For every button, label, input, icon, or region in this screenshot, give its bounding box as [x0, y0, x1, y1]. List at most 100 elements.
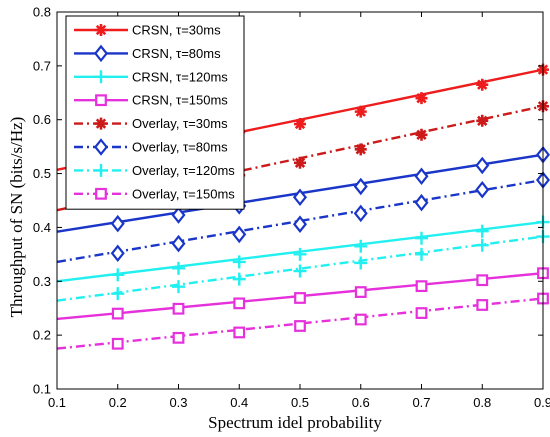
x-tick-label: 0.4: [230, 395, 248, 410]
data-point-marker: [232, 225, 247, 244]
series-4: [56, 267, 549, 321]
data-point-marker: [172, 331, 185, 344]
series-line: [56, 178, 544, 264]
x-tick-label: 0.5: [291, 395, 309, 410]
series-3: [56, 215, 550, 283]
data-point-marker: [172, 302, 185, 315]
y-tick-label: 0.1: [33, 382, 51, 397]
data-point-marker: [415, 307, 428, 319]
legend-entry-3: CRSN, τ=120ms: [74, 69, 228, 84]
legend-label: Overlay, τ=120ms: [132, 163, 235, 178]
data-point-marker: [475, 238, 489, 252]
legend-entry-5: Overlay, τ=30ms: [74, 116, 228, 131]
legend-entry-6: Overlay, τ=80ms: [74, 138, 228, 156]
data-point-marker: [110, 214, 125, 233]
y-tick-label: 0.8: [33, 5, 51, 20]
x-tick-label: 0.7: [412, 395, 430, 410]
y-tick-label: 0.3: [33, 274, 51, 289]
data-point-marker: [476, 114, 489, 127]
x-tick-label: 0.2: [109, 395, 127, 410]
y-tick-label: 0.2: [33, 328, 51, 343]
data-point-marker: [232, 255, 246, 269]
legend: CRSN, τ=30ms CRSN, τ=80ms CRSN, τ=120ms CRS…: [65, 15, 245, 210]
y-tick-label: 0.4: [33, 220, 51, 235]
legend-marker: [94, 163, 108, 177]
legend-entry-2: CRSN, τ=80ms: [74, 44, 221, 63]
y-tick-label: 0.6: [33, 112, 51, 127]
data-point-marker: [111, 337, 124, 350]
series-line: [56, 297, 544, 350]
legend-marker: [95, 187, 107, 200]
x-tick-label: 0.9: [534, 395, 550, 410]
legend-label: CRSN, τ=120ms: [132, 69, 228, 84]
legend-entry-4: CRSN, τ=150ms: [74, 93, 228, 108]
y-tick-label: 0.5: [33, 166, 51, 181]
legend-label: Overlay, τ=30ms: [132, 116, 228, 131]
data-point-marker: [353, 204, 368, 223]
data-point-marker: [111, 307, 124, 320]
data-point-marker: [111, 268, 125, 282]
legend-marker: [95, 94, 107, 107]
legend-entry-8: Overlay, τ=150ms: [74, 186, 235, 201]
x-tick-label: 0.8: [473, 395, 491, 410]
data-point-marker: [415, 231, 428, 245]
x-tick-label: 0.3: [169, 395, 187, 410]
data-point-marker: [293, 247, 307, 261]
legend-label: Overlay, τ=80ms: [132, 140, 228, 155]
data-point-marker: [294, 292, 306, 304]
x-tick-label: 0.1: [48, 395, 66, 410]
legend-marker: [95, 117, 107, 130]
legend-marker: [93, 138, 109, 156]
series-line: [56, 235, 544, 302]
data-point-marker: [172, 261, 185, 275]
legend-label: CRSN, τ=80ms: [132, 46, 221, 61]
legend-entry-1: CRSN, τ=30ms: [74, 23, 221, 38]
legend-marker: [93, 44, 109, 63]
data-point-marker: [354, 313, 367, 326]
series-7: [56, 230, 550, 302]
data-point-marker: [475, 156, 490, 175]
x-tick-label: 0.6: [352, 395, 370, 410]
data-point-marker: [233, 297, 246, 310]
legend-label: Overlay, τ=150ms: [132, 186, 235, 201]
data-point-marker: [233, 326, 246, 339]
data-point-marker: [294, 320, 306, 332]
legend-label: CRSN, τ=150ms: [132, 93, 228, 108]
data-point-marker: [476, 274, 489, 287]
data-point-marker: [475, 180, 490, 199]
data-point-marker: [414, 167, 429, 186]
series-2: [56, 145, 550, 233]
data-point-marker: [354, 286, 367, 298]
data-point-marker: [111, 287, 125, 301]
data-point-marker: [354, 105, 367, 118]
data-point-marker: [353, 177, 368, 196]
data-point-marker: [171, 206, 186, 224]
x-axis-label: Spectrum idel probability: [208, 413, 382, 432]
legend-label: CRSN, τ=30ms: [132, 23, 221, 38]
data-point-marker: [110, 244, 125, 263]
data-point-marker: [294, 156, 306, 169]
y-tick-label: 0.7: [33, 58, 51, 73]
data-point-marker: [171, 234, 186, 253]
legend-marker: [95, 24, 107, 36]
legend-box: [65, 15, 245, 210]
data-point-marker: [476, 78, 489, 91]
legend-marker: [94, 70, 108, 84]
y-axis-label: Throughput of SN (bits/s/Hz): [7, 117, 26, 318]
data-point-marker: [292, 188, 308, 207]
data-point-marker: [354, 256, 368, 270]
data-point-marker: [415, 247, 428, 261]
data-point-marker: [415, 92, 428, 105]
data-point-marker: [293, 264, 307, 278]
legend-entry-7: Overlay, τ=120ms: [74, 163, 235, 178]
data-point-marker: [414, 193, 429, 212]
data-point-marker: [415, 128, 428, 141]
axes-layer: 0.1 0.2 0.3 0.4 0.5 0.6 0.7 0.8 0.9 0.1 0.2 0.3 0.4 0…: [33, 5, 550, 411]
data-point-marker: [476, 299, 489, 311]
data-point-marker: [475, 224, 489, 238]
data-point-marker: [232, 272, 246, 286]
data-point-marker: [415, 280, 428, 293]
data-point-marker: [294, 118, 306, 131]
data-point-marker: [354, 143, 367, 156]
